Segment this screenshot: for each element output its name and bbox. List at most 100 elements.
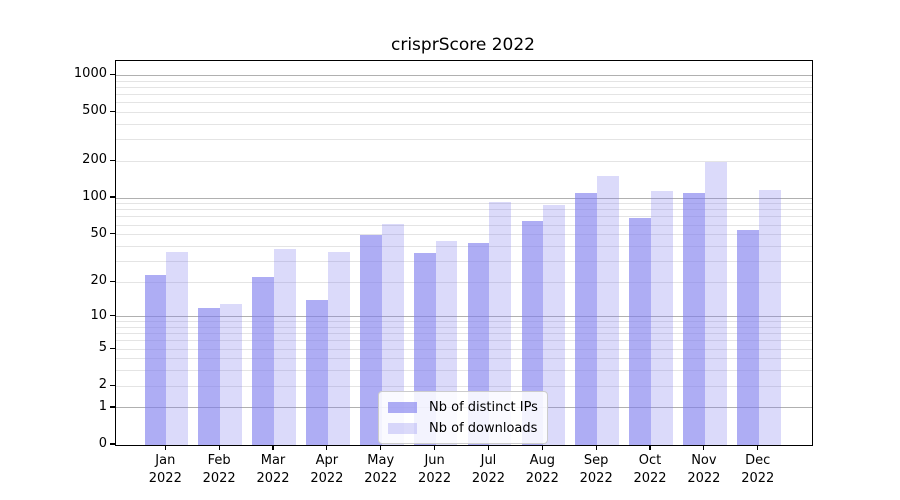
major-gridline	[116, 74, 812, 76]
y-tick-label: 500	[82, 103, 107, 119]
y-tick-label: 10	[90, 307, 107, 323]
y-tick-label: 1000	[73, 66, 107, 82]
bar-downloads	[597, 175, 619, 445]
minor-gridline	[116, 260, 812, 262]
x-tick-label: Feb 2022	[202, 453, 236, 486]
x-tick-label: May 2022	[364, 453, 398, 486]
y-tick-label: 20	[90, 273, 107, 289]
y-tick-mark	[110, 159, 115, 161]
minor-gridline	[116, 245, 812, 247]
x-tick-mark	[703, 445, 705, 450]
x-tick-mark	[326, 445, 328, 450]
minor-gridline	[116, 370, 812, 372]
bar-distinct-ips	[359, 234, 382, 445]
minor-gridline	[116, 326, 812, 328]
minor-gridline	[116, 209, 812, 211]
y-tick-label: 1	[98, 398, 107, 414]
major-gridline	[116, 316, 812, 318]
minor-gridline	[116, 358, 812, 360]
x-tick-label: Mar 2022	[256, 453, 290, 486]
y-tick-label: 5	[98, 340, 107, 356]
bar-downloads	[543, 205, 566, 445]
x-tick-label: Nov 2022	[687, 453, 721, 486]
y-tick-label: 200	[82, 152, 107, 168]
y-tick-mark	[110, 233, 115, 235]
y-tick-mark	[110, 196, 115, 198]
minor-gridline	[116, 321, 812, 323]
legend-item-distinct-ips: Nb of distinct IPs	[388, 398, 538, 416]
minor-gridline	[116, 203, 812, 205]
x-tick-mark	[380, 445, 382, 450]
x-tick-label: Oct 2022	[633, 453, 667, 486]
legend-swatch-downloads	[388, 422, 417, 434]
minor-gridline	[116, 139, 812, 141]
chart-title: crisprScore 2022	[391, 35, 535, 55]
bar-downloads	[274, 249, 296, 445]
y-tick-label: 50	[90, 225, 107, 241]
x-tick-label: Jan 2022	[148, 453, 182, 486]
x-tick-label: Jul 2022	[471, 453, 505, 486]
minor-gridline	[116, 93, 812, 95]
minor-gridline	[116, 224, 812, 226]
y-tick-mark	[110, 443, 115, 445]
bar-downloads	[651, 190, 673, 445]
x-tick-mark	[434, 445, 436, 450]
x-tick-mark	[272, 445, 274, 450]
legend-item-downloads: Nb of downloads	[388, 419, 538, 437]
bar-distinct-ips	[629, 217, 652, 445]
bar-downloads	[220, 303, 242, 445]
minor-gridline	[116, 385, 812, 387]
x-tick-mark	[595, 445, 597, 450]
minor-gridline	[116, 102, 812, 104]
x-tick-mark	[649, 445, 651, 450]
x-tick-mark	[164, 445, 166, 450]
x-tick-label: Sep 2022	[579, 453, 613, 486]
y-tick-mark	[110, 73, 115, 75]
x-tick-mark	[541, 445, 543, 450]
y-tick-mark	[110, 347, 115, 349]
minor-gridline	[116, 340, 812, 342]
x-tick-mark	[757, 445, 759, 450]
legend-label-distinct-ips: Nb of distinct IPs	[429, 399, 538, 415]
bar-distinct-ips	[683, 192, 705, 445]
minor-gridline	[116, 80, 812, 82]
y-tick-mark	[110, 384, 115, 386]
minor-gridline	[116, 234, 812, 236]
bar-downloads	[381, 224, 404, 445]
y-tick-mark	[110, 110, 115, 112]
minor-gridline	[116, 123, 812, 125]
bar-downloads	[327, 251, 350, 445]
bar-downloads	[166, 251, 189, 445]
y-tick-mark	[110, 280, 115, 282]
x-tick-label: Aug 2022	[525, 453, 559, 486]
x-tick-label: Dec 2022	[741, 453, 775, 486]
bar-downloads	[489, 201, 512, 445]
legend-swatch-distinct-ips	[388, 401, 417, 413]
bar-distinct-ips	[252, 277, 275, 445]
x-tick-mark	[218, 445, 220, 450]
bar-distinct-ips	[144, 275, 167, 445]
y-tick-label: 2	[98, 377, 107, 393]
x-tick-label: Jun 2022	[418, 453, 452, 486]
minor-gridline	[116, 111, 812, 113]
minor-gridline	[116, 216, 812, 218]
bar-distinct-ips	[306, 300, 328, 445]
y-tick-label: 100	[82, 189, 107, 205]
bar-downloads	[758, 189, 781, 445]
plot-area: Nb of distinct IPs Nb of downloads	[115, 60, 813, 446]
y-tick-mark	[110, 406, 115, 408]
bar-distinct-ips	[575, 192, 598, 445]
bar-distinct-ips	[198, 307, 221, 445]
major-gridline	[116, 197, 812, 199]
legend: Nb of distinct IPs Nb of downloads	[378, 391, 548, 444]
x-tick-label: Apr 2022	[310, 453, 344, 486]
bar-distinct-ips	[736, 229, 759, 445]
minor-gridline	[116, 281, 812, 283]
minor-gridline	[116, 86, 812, 88]
y-tick-label: 0	[98, 436, 107, 451]
bar-downloads	[704, 162, 727, 445]
bar-distinct-ips	[521, 220, 544, 445]
y-tick-mark	[110, 315, 115, 317]
minor-gridline	[116, 348, 812, 350]
